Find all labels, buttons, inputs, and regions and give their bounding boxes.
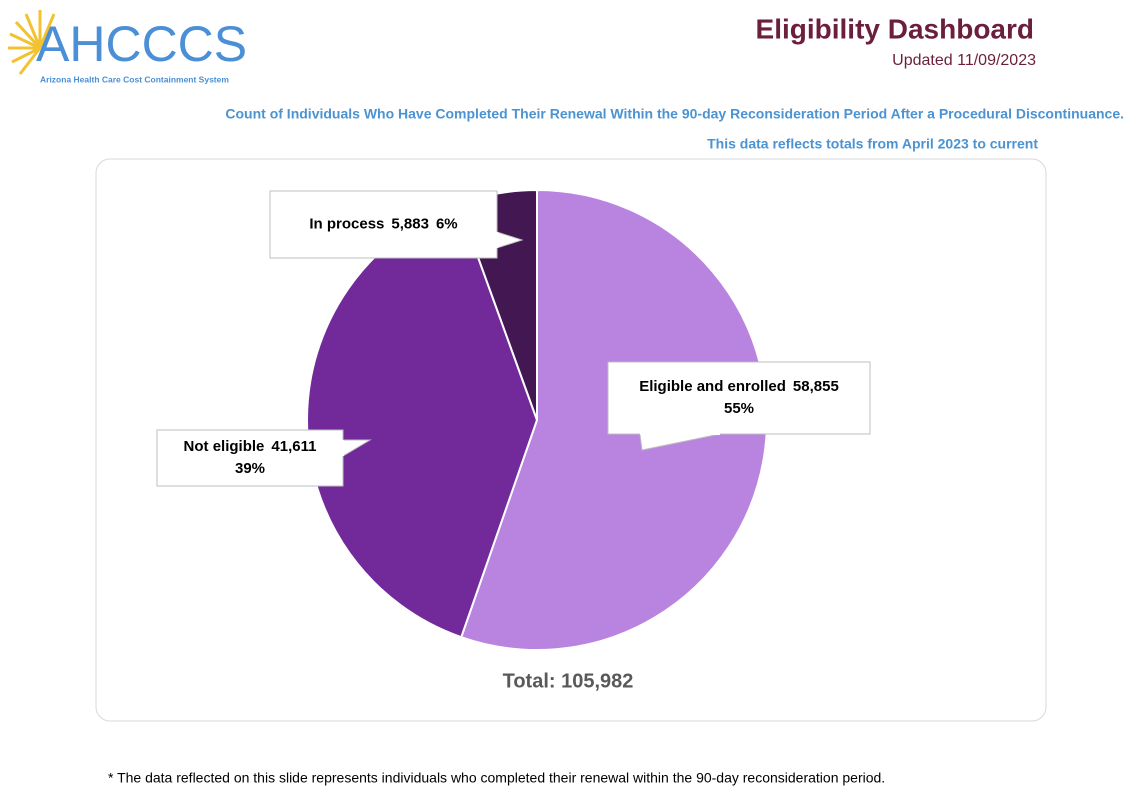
- title: Eligibility Dashboard: [756, 13, 1034, 44]
- percent-label: 39%: [235, 460, 265, 477]
- percent-label: 55%: [724, 400, 754, 417]
- value-label: 41,611: [271, 438, 316, 455]
- callout-box: [607, 361, 871, 435]
- callout: Not eligible 41,611 39%: [156, 429, 372, 487]
- chart-title: Count of Individuals Who Have Completed …: [225, 106, 1124, 122]
- category-label: Not eligible: [184, 438, 265, 455]
- callout: In process 5,883 6%: [269, 190, 524, 259]
- category-label: In process: [309, 215, 384, 232]
- callouts: Eligible and enrolled 58,855 55% Not eligib…: [156, 190, 871, 487]
- value-label: 58,855: [793, 378, 839, 395]
- callout-label: In process 5,883 6%: [309, 215, 457, 232]
- category-label: Eligible and enrolled: [639, 378, 786, 395]
- callout-label: Not eligible 41,611: [184, 438, 317, 455]
- callout: Eligible and enrolled 58,855 55%: [607, 361, 871, 451]
- percent-label: 6%: [436, 215, 458, 232]
- logo-sun: [8, 10, 56, 75]
- logo-subtitle: Arizona Health Care Cost Containment Sys…: [40, 74, 229, 84]
- callout-box: [269, 190, 498, 259]
- updated: Updated 11/09/2023: [892, 52, 1036, 69]
- logo: AHCCCS: [36, 16, 247, 72]
- callout-box: [156, 429, 344, 487]
- footnote: * The data reflected on this slide repre…: [108, 770, 885, 786]
- callout-label: Eligible and enrolled 58,855: [639, 378, 839, 395]
- chart-subtitle: This data reflects totals from April 202…: [707, 136, 1038, 152]
- total: Total: 105,982: [503, 670, 634, 692]
- value-label: 5,883: [391, 215, 429, 232]
